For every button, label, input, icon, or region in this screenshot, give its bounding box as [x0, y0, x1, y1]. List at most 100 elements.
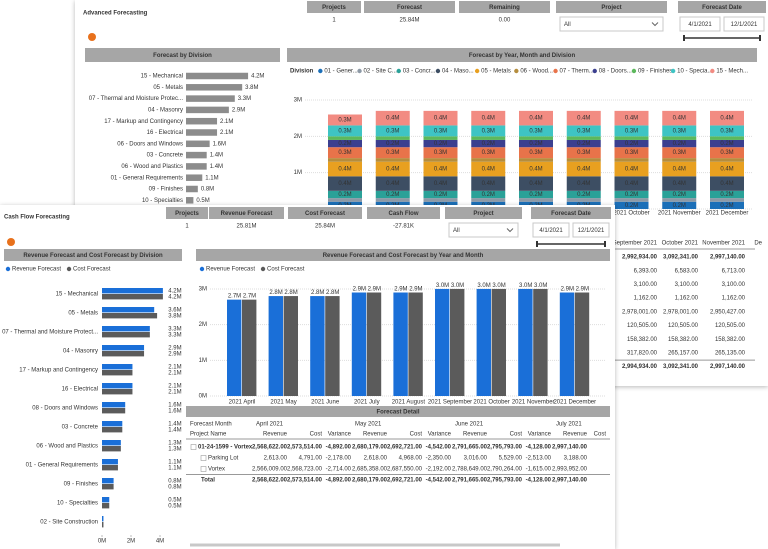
data-label: 0.3M: [386, 128, 399, 134]
bar: [186, 185, 198, 193]
data-label: 0.4M: [673, 167, 686, 173]
date-value: 4/1/2021: [688, 22, 712, 28]
data-label: 3.0M: [492, 283, 505, 289]
table-cell: 2,692,721.00: [387, 478, 423, 484]
category-label: 05 - Metals: [153, 85, 183, 91]
dropdown[interactable]: [559, 16, 664, 32]
bar-segment: [662, 190, 697, 199]
column-header: Variance: [328, 432, 352, 438]
legend-label: 05 - Metals: [481, 69, 511, 75]
data-label: 3.6M: [168, 308, 181, 314]
data-label: 2.1M: [168, 384, 181, 390]
bar-segment: [471, 110, 506, 126]
bar-segment: [423, 190, 458, 199]
bar-segment: [566, 125, 601, 137]
bar-segment: [423, 125, 458, 137]
legend-label: Cost Forecast: [267, 267, 305, 273]
bar-segment: [662, 136, 697, 140]
bar: [186, 163, 207, 170]
expand-toggle[interactable]: [200, 455, 207, 461]
range-handle[interactable]: [683, 35, 685, 41]
x-tick-label: 2021 April: [229, 400, 256, 406]
table-cell: 2,791,665.00: [452, 445, 488, 451]
column-header: Revenue: [463, 432, 488, 438]
legend-swatch: [260, 266, 266, 272]
legend-swatch: [710, 68, 715, 74]
table-cell: 2,685,358.00: [352, 467, 388, 473]
bar: [408, 292, 423, 396]
table-cell: 2,573,514.00: [287, 445, 323, 451]
x-tick-label: 0M: [98, 539, 106, 545]
table-cell: 2,687,550.00: [387, 467, 423, 473]
table-cell: 4,968.00: [399, 456, 423, 462]
table-cell: 120,505.00: [715, 323, 746, 329]
bar: [186, 117, 218, 125]
bar: [491, 288, 506, 396]
bar: [186, 84, 243, 91]
bar-segment: [614, 161, 649, 177]
expand-toggle[interactable]: [190, 444, 197, 450]
bar: [559, 292, 575, 396]
expand-toggle[interactable]: [200, 466, 207, 472]
category-label: 09 - Finishes: [64, 482, 98, 488]
range-handle[interactable]: [536, 241, 538, 247]
x-tick-label: 2021 December: [553, 400, 596, 406]
x-tick-label: 2021 October: [473, 400, 509, 406]
table-cell: -2,192.00: [426, 467, 452, 473]
x-tick-label: 2021 July: [354, 400, 380, 406]
range-handle[interactable]: [759, 35, 761, 41]
data-label: 0.3M: [529, 128, 542, 134]
data-label: 0.4M: [529, 167, 542, 173]
x-tick-label: 2021 June: [311, 400, 340, 406]
bar: [310, 296, 325, 396]
data-label: 0.2M: [673, 141, 686, 147]
data-label: 0.2M: [577, 141, 590, 147]
bar-segment: [519, 110, 553, 126]
visual-title: Project: [473, 211, 493, 217]
data-label: 0.3M: [482, 150, 495, 156]
visual-header: [4, 249, 182, 261]
legend-swatch: [199, 266, 205, 272]
bar: [186, 151, 207, 159]
table-cell: 6,393.00: [634, 268, 658, 274]
table-cell: 5,529.00: [499, 456, 523, 462]
bar-segment: [328, 147, 362, 159]
dropdown[interactable]: [448, 222, 519, 238]
bar-segment: [471, 136, 506, 140]
category-label: 06 - Wood and Plastics: [121, 164, 183, 170]
category-label: 10 - Specialties: [142, 198, 183, 204]
date-box[interactable]: [679, 16, 721, 32]
visual-title: Cost Forecast: [305, 211, 345, 217]
bar: [102, 503, 110, 509]
legend-swatch: [435, 68, 441, 74]
category-label: 06 - Doors and Windows: [117, 141, 183, 147]
legend-label: 09 - Finishes: [638, 69, 672, 75]
bar-segment: [710, 136, 744, 140]
data-label: 0.4M: [529, 181, 542, 187]
column-header: Revenue: [363, 432, 388, 438]
bar-segment: [519, 125, 553, 137]
date-box[interactable]: [723, 16, 765, 32]
data-label: 0.2M: [577, 192, 590, 198]
legend-label: Revenue Forecast: [206, 267, 255, 273]
bar-segment: [423, 136, 458, 140]
bar: [533, 288, 548, 396]
table-cell: 2,997,140.00: [552, 478, 588, 484]
table-cell: 2,618.00: [364, 456, 388, 462]
data-label: 0.2M: [386, 192, 399, 198]
bar: [102, 459, 118, 465]
category-label: 10 - Specialties: [57, 501, 98, 507]
bar-segment: [662, 176, 697, 191]
bar-segment: [519, 198, 553, 202]
date-box[interactable]: [572, 222, 610, 238]
bar-segment: [328, 139, 362, 148]
data-label: 0.5M: [168, 498, 181, 504]
bar-segment: [519, 190, 553, 199]
column-group-header: July 2021: [556, 422, 582, 428]
data-label: 0.4M: [577, 181, 590, 187]
data-label: 0.8M: [168, 479, 181, 485]
range-handle[interactable]: [604, 241, 606, 247]
data-label: 3.3M: [168, 327, 181, 333]
visual-header: [556, 1, 667, 13]
date-box[interactable]: [532, 222, 570, 238]
